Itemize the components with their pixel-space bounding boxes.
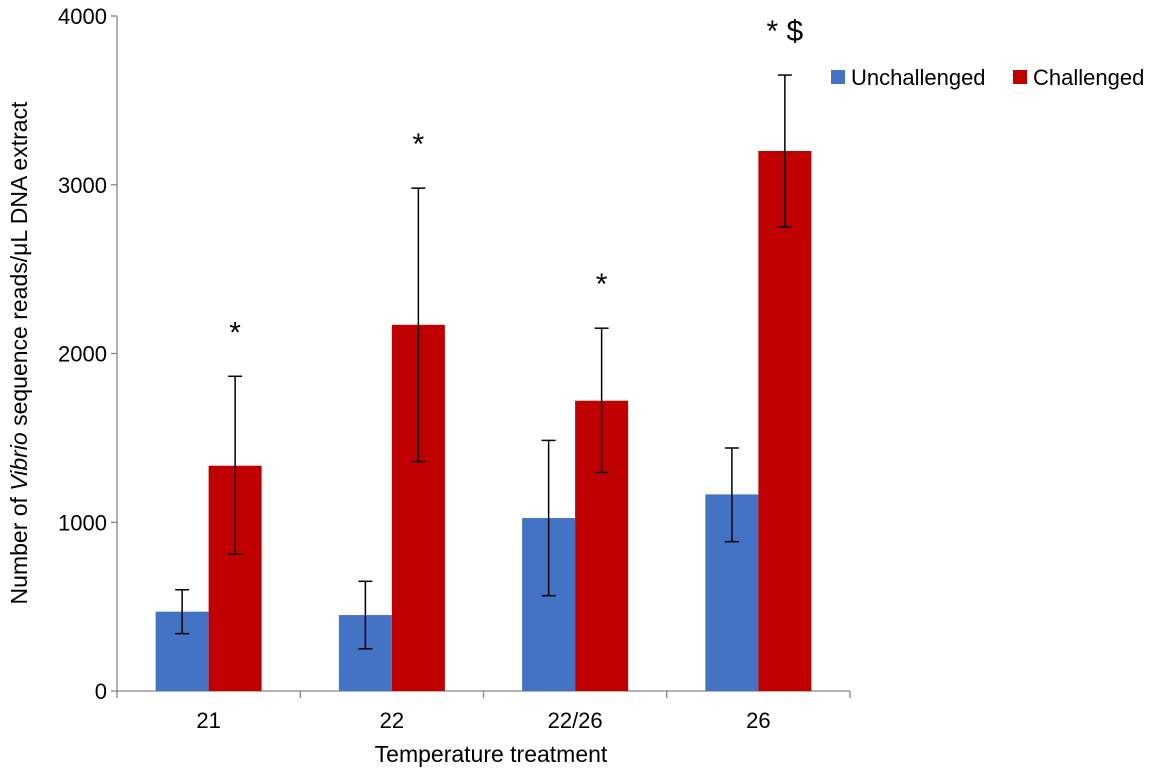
bars (155, 151, 812, 691)
legend-label-challenged: Challenged (1033, 65, 1144, 90)
legend-label-unchallenged: Unchallenged (851, 65, 986, 90)
y-axis-title: Number of Vibrio sequence reads/μL DNA e… (6, 101, 32, 605)
legend-swatch-challenged (1013, 70, 1027, 84)
x-tick-label: 26 (746, 708, 770, 733)
significance-marker: * $ (767, 15, 804, 48)
y-axis: 0 1000 2000 3000 4000 (58, 4, 118, 704)
significance-marker: * (229, 316, 241, 349)
x-tick-label: 22/26 (548, 708, 603, 733)
x-axis-title: Temperature treatment (375, 741, 608, 767)
y-tick-label: 1000 (58, 510, 107, 535)
significance-marker: * (413, 128, 425, 161)
significance-annotations: * * * * $ (229, 15, 803, 349)
y-axis-title-italic: Vibrio (6, 432, 32, 491)
x-tick-label: 22 (380, 708, 404, 733)
y-tick-label: 3000 (58, 173, 107, 198)
x-axis: 21 22 22/26 26 (116, 690, 851, 733)
y-axis-title-part: sequence reads/μL DNA extract (6, 101, 32, 432)
legend: Unchallenged Challenged (831, 65, 1144, 90)
bar-challenged (758, 151, 812, 691)
significance-marker: * (596, 268, 608, 301)
legend-swatch-unchallenged (831, 70, 845, 84)
y-axis-title-part: Number of (6, 491, 32, 605)
y-tick-label: 4000 (58, 4, 107, 29)
x-tick-label: 21 (196, 708, 220, 733)
y-tick-label: 2000 (58, 342, 107, 367)
y-tick-label: 0 (95, 679, 107, 704)
error-bars (175, 74, 792, 650)
